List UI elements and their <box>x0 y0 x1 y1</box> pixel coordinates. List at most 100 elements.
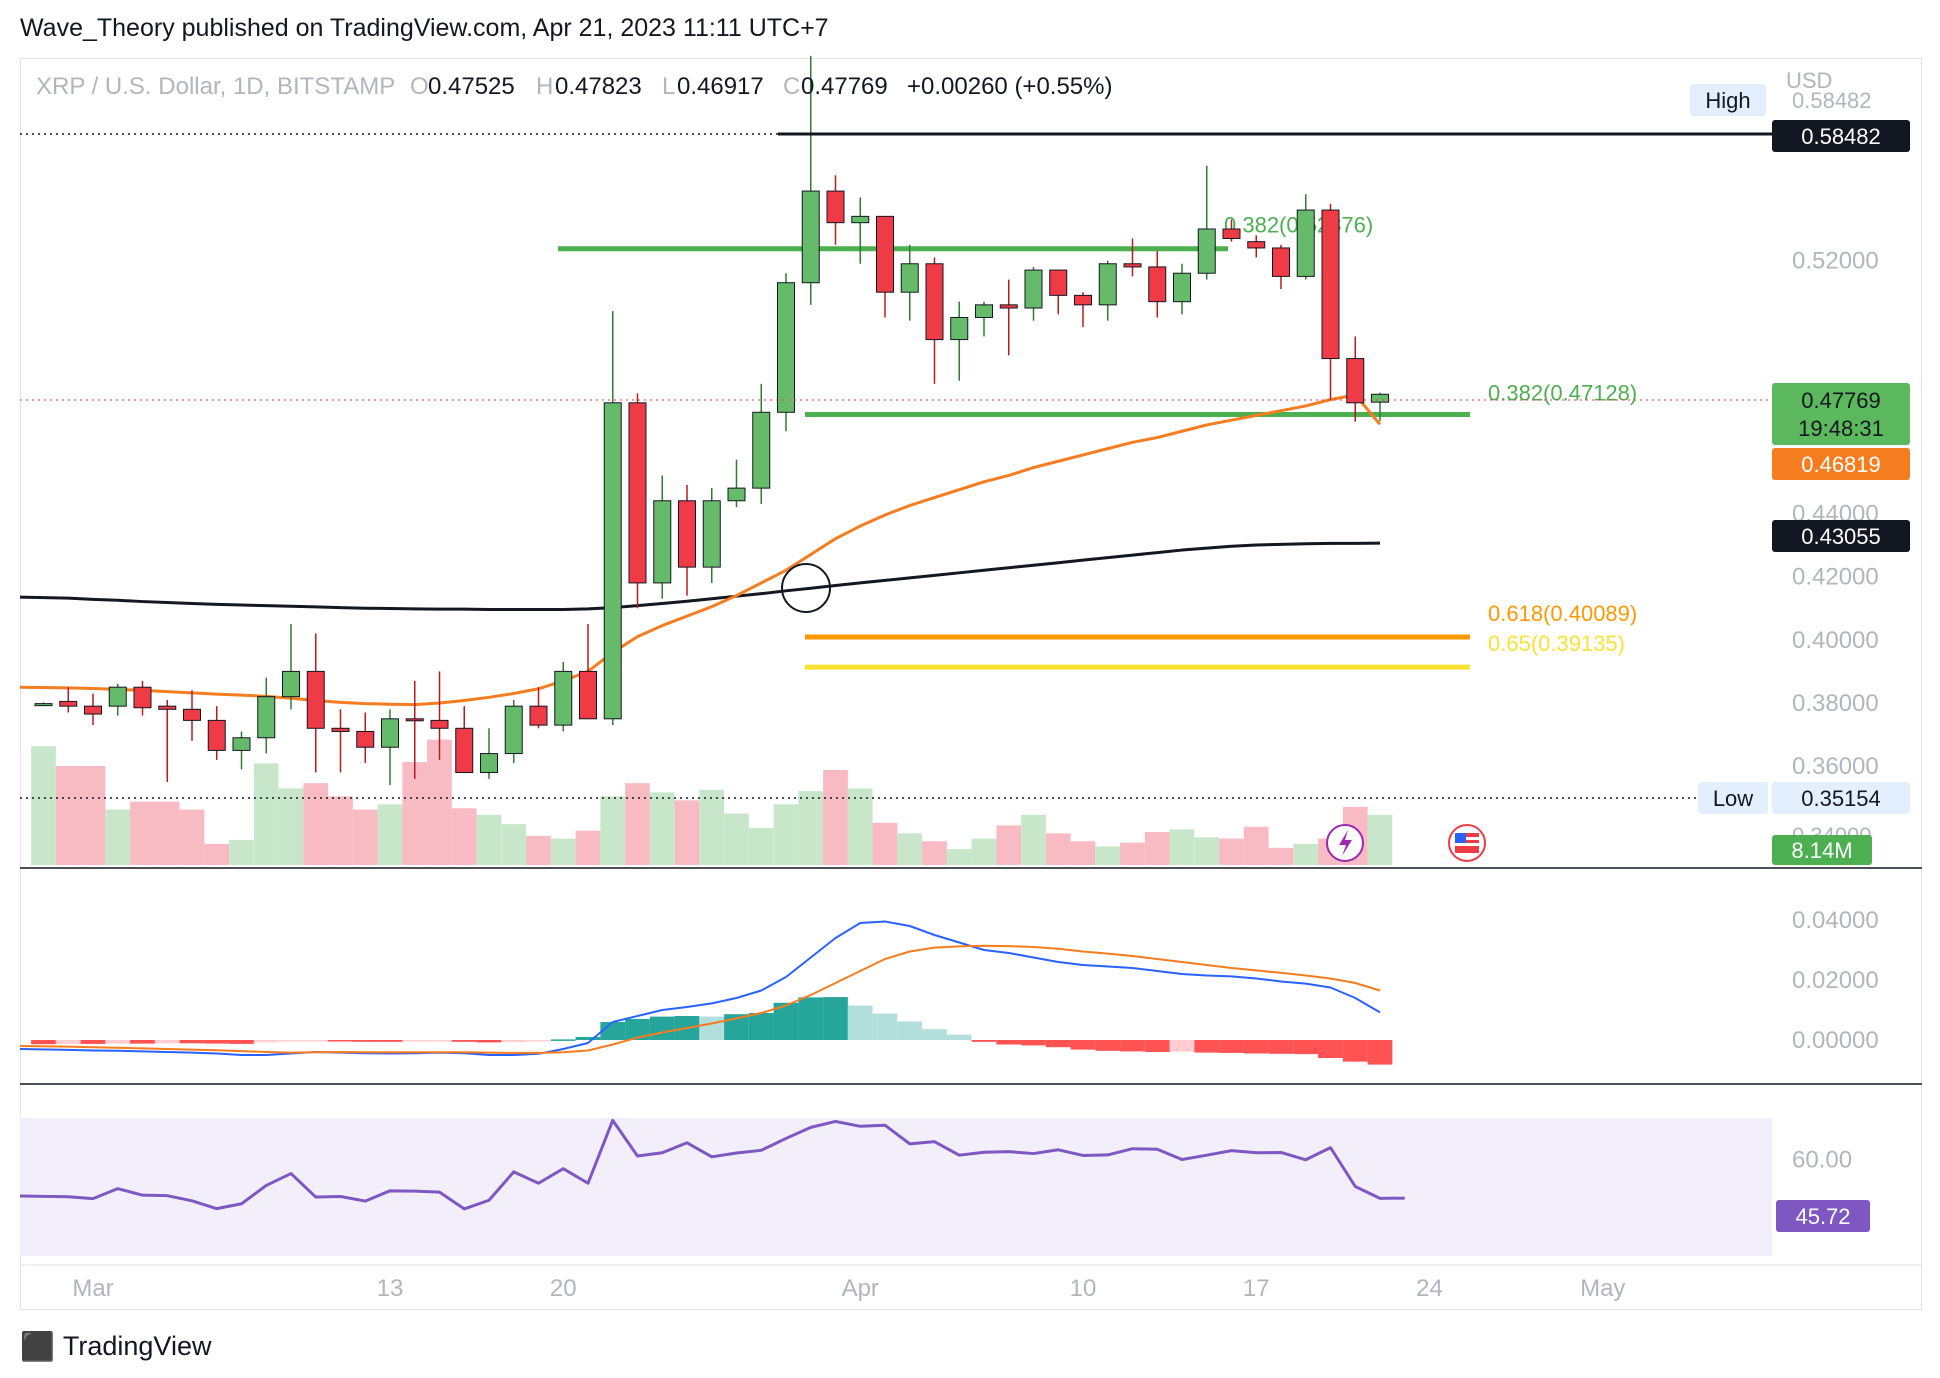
candle-body <box>1173 272 1191 303</box>
volume-bar <box>179 809 205 865</box>
macd-axis-tick: 0.04000 <box>1792 907 1879 934</box>
high-tag-label: High <box>1705 88 1750 113</box>
ema-fast-value: 0.46819 <box>1801 452 1881 477</box>
volume-bar <box>872 822 898 865</box>
price-axis-tick: 0.38000 <box>1792 690 1879 717</box>
volume-bar <box>625 783 650 865</box>
macd-histogram-bar <box>1045 1040 1071 1048</box>
volume-bar <box>946 849 972 865</box>
macd-histogram-bar <box>798 997 824 1040</box>
macd-histogram-bar <box>1342 1040 1368 1062</box>
macd-histogram-bar <box>377 1040 403 1042</box>
volume-bar <box>427 739 452 865</box>
volume-bar <box>526 835 551 865</box>
legend-o-label: O <box>410 73 429 100</box>
us-flag-icon[interactable] <box>1448 824 1486 862</box>
publisher-line: Wave_Theory published on TradingView.com… <box>20 14 829 42</box>
candle-body <box>183 708 201 721</box>
candle-body <box>108 686 127 707</box>
time-axis-tick: Mar <box>72 1275 113 1302</box>
macd-histogram-bar <box>575 1037 601 1040</box>
macd-histogram-bar <box>1095 1040 1121 1051</box>
volume-layer <box>31 739 1393 865</box>
candle-body <box>801 190 820 284</box>
volume-bar <box>823 769 848 865</box>
candle-body <box>702 500 721 568</box>
macd-histogram-bar <box>154 1040 180 1044</box>
volume-value: 8.14M <box>1791 838 1852 863</box>
macd-histogram-bar <box>352 1040 378 1042</box>
volume-bar <box>303 783 329 865</box>
volume-bar <box>229 839 254 865</box>
volume-bar <box>1144 832 1170 865</box>
candle-body <box>777 282 795 413</box>
volume-bar <box>575 830 601 865</box>
candle-body <box>603 402 622 720</box>
price-axis-tick: 0.42000 <box>1792 564 1879 591</box>
candle-body <box>59 700 78 707</box>
macd-histogram-bar <box>1144 1040 1170 1052</box>
price-axis-tick: 0.52000 <box>1792 248 1879 275</box>
time-axis-tick: 20 <box>550 1275 577 1302</box>
tradingview-brand: ⬛ TradingView <box>20 1330 211 1363</box>
high-price-value: 0.58482 <box>1801 124 1881 149</box>
volume-bar <box>377 804 403 865</box>
macd-histogram-bar <box>1169 1040 1195 1052</box>
candle-body <box>430 719 449 729</box>
candle-body <box>529 705 548 726</box>
candle-body <box>455 727 474 774</box>
high-price-tag <box>1772 120 1910 152</box>
volume-bar <box>1045 833 1071 865</box>
volume-bar <box>550 838 576 865</box>
time-axis-tick: 10 <box>1070 1275 1097 1302</box>
macd-axis-tick: 0.02000 <box>1792 967 1879 994</box>
macd-axis-tick: 0.00000 <box>1792 1027 1879 1054</box>
volume-bar <box>328 796 353 865</box>
macd-histogram-bar <box>1318 1040 1343 1058</box>
candle-body <box>133 686 152 709</box>
legend-h-label: H <box>536 73 553 100</box>
volume-tag <box>1772 835 1872 865</box>
lightning-icon[interactable] <box>1326 824 1364 862</box>
candle-body <box>84 705 102 715</box>
candle-body <box>257 696 276 739</box>
macd-histogram-bar <box>897 1021 923 1040</box>
last-price-value: 0.47769 <box>1801 388 1881 413</box>
volume-bar <box>1169 829 1195 865</box>
legend-o-value: 0.47525 <box>428 73 515 100</box>
macd-histogram-bar <box>996 1040 1022 1045</box>
volume-bar <box>1219 838 1244 865</box>
volume-bar <box>1070 841 1096 865</box>
candle-body <box>999 304 1018 309</box>
macd-histogram-bar <box>946 1034 972 1040</box>
volume-bar <box>154 801 180 865</box>
volume-bar <box>649 792 675 865</box>
volume-bar <box>130 801 155 865</box>
candle-body <box>158 705 177 710</box>
low-tag-label: Low <box>1713 786 1753 811</box>
ema-fast-tag <box>1772 448 1910 480</box>
high-tag <box>1690 84 1766 116</box>
macd-histogram-bar <box>229 1040 254 1044</box>
legend-h-value: 0.47823 <box>555 73 642 100</box>
macd-histogram-bar <box>625 1019 650 1040</box>
volume-bar <box>922 841 947 865</box>
crossover-circle <box>781 563 831 613</box>
volume-bar <box>476 814 502 865</box>
macd-histogram-bar <box>130 1040 155 1044</box>
candle-body <box>504 705 523 755</box>
macd-histogram-bar <box>204 1040 230 1044</box>
fib-level-label: 0.618(0.40089) <box>1488 601 1637 626</box>
macd-histogram-bar <box>748 1013 774 1040</box>
candle-body <box>381 718 399 748</box>
time-axis-tick: 17 <box>1243 1275 1270 1302</box>
fib-level-label: 0.65(0.39135) <box>1488 631 1625 656</box>
volume-bar <box>80 766 106 865</box>
rsi-band <box>20 1118 1772 1256</box>
macd-histogram-bar <box>922 1029 947 1040</box>
volume-bar <box>674 800 700 865</box>
macd-histogram-bar <box>303 1040 329 1042</box>
macd-histogram-bar <box>55 1040 81 1044</box>
volume-bar <box>1095 846 1121 865</box>
